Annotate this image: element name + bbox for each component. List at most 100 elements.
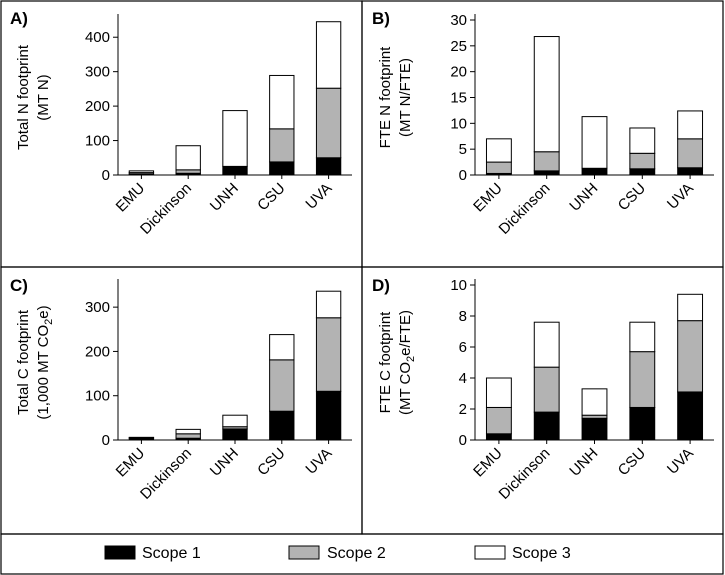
y-tick-label-d-2: 4 <box>459 370 467 387</box>
bar-a-unh-scope1 <box>222 165 248 176</box>
bar-d-uva-scope3 <box>677 293 704 322</box>
bar-d-csu-scope1 <box>629 406 656 441</box>
bar-c-uva-scope3 <box>315 290 342 319</box>
ylabel-line2-pre-d: (MT CO <box>397 362 414 415</box>
legend-label-scope2: Scope 2 <box>327 545 386 562</box>
y-tick-label-c-3: 300 <box>85 299 110 316</box>
bar-c-dickinson-scope2 <box>175 433 201 439</box>
panel-frame-a <box>0 0 363 268</box>
bar-b-csu-scope3 <box>629 127 656 154</box>
bar-d-dickinson-scope1 <box>533 411 560 441</box>
bar-c-unh-scope1 <box>222 428 248 441</box>
bar-d-emu-scope2 <box>485 406 512 435</box>
y-tick-label-b-3: 15 <box>450 90 467 107</box>
category-label-b-emu: EMU <box>470 180 506 216</box>
legend-swatch-scope3 <box>474 545 506 560</box>
y-tick-label-a-2: 200 <box>85 98 110 115</box>
bar-a-emu-scope3 <box>128 170 155 174</box>
category-label-d-dickinson: Dickinson <box>496 445 554 503</box>
y-tick-label-d-3: 6 <box>459 339 467 356</box>
ylabel-line2-a: (MT N) <box>35 74 52 120</box>
ylabel-line2-post-c: e) <box>35 305 52 318</box>
ylabel-line1-c: Total C footprint <box>15 309 32 415</box>
category-label-c-csu: CSU <box>254 445 288 479</box>
category-label-b-dickinson: Dickinson <box>496 180 554 238</box>
ylabel-line1-b: FTE N footprint <box>377 46 394 149</box>
bar-c-uva-scope2 <box>315 317 342 392</box>
bar-b-dickinson-scope1 <box>533 170 560 176</box>
bar-b-csu-scope2 <box>629 152 656 170</box>
category-label-c-emu: EMU <box>113 445 149 481</box>
y-tick-label-a-1: 100 <box>85 133 110 150</box>
bar-d-emu-scope3 <box>485 377 512 408</box>
bar-d-csu-scope3 <box>629 321 656 353</box>
legend-label-scope3: Scope 3 <box>512 545 571 562</box>
y-tick-label-b-6: 30 <box>450 12 467 29</box>
category-label-a-csu: CSU <box>254 180 288 214</box>
bar-a-uva-scope3 <box>315 21 342 89</box>
category-label-c-dickinson: Dickinson <box>137 445 195 503</box>
category-label-d-unh: UNH <box>566 445 601 480</box>
legend: Scope 1 Scope 2 Scope 3 <box>104 545 571 562</box>
bar-a-uva-scope1 <box>315 157 342 176</box>
panel-b: B) FTE N footprint (MT N/FTE) 0 5 10 15 20 25 30 E… <box>372 9 714 238</box>
panel-frame-c <box>0 266 363 535</box>
ylabel-line1-d: FTE C footprint <box>377 311 394 414</box>
panel-letter-b: B) <box>372 9 390 28</box>
bar-a-csu-scope3 <box>269 74 295 130</box>
y-tick-label-d-5: 10 <box>450 277 467 294</box>
bar-a-uva-scope2 <box>315 87 342 159</box>
bar-d-dickinson-scope2 <box>533 366 560 413</box>
bar-c-unh-scope3 <box>222 414 248 428</box>
bar-b-uva-scope3 <box>677 110 704 140</box>
category-label-c-uva: UVA <box>302 445 335 478</box>
bar-a-unh-scope3 <box>222 110 248 167</box>
bar-c-csu-scope2 <box>269 359 295 412</box>
y-tick-label-a-4: 400 <box>85 29 110 46</box>
y-tick-label-c-0: 0 <box>102 432 110 449</box>
category-label-a-emu: EMU <box>113 180 149 216</box>
y-tick-label-d-0: 0 <box>459 432 467 449</box>
bar-b-unh-scope1 <box>581 167 608 176</box>
bar-c-dickinson-scope3 <box>175 428 201 435</box>
ylabel-line2-c: (1,000 MT CO2e) <box>35 305 55 419</box>
ylabel-line2-sub-d: 2 <box>405 356 417 362</box>
y-tick-label-d-1: 2 <box>459 401 467 418</box>
bar-b-emu-scope2 <box>485 161 512 174</box>
category-label-b-unh: UNH <box>566 180 601 215</box>
category-label-d-uva: UVA <box>664 445 697 478</box>
ylabel-line1-a: Total N footprint <box>15 44 32 150</box>
y-tick-label-b-4: 20 <box>450 64 467 81</box>
legend-swatch-scope1 <box>104 545 136 560</box>
ylabel-line2-b: (MT N/FTE) <box>397 58 414 137</box>
panel-d: D)FTE C footprint (MT CO2e/FTE)0246810EMU… <box>372 276 714 503</box>
bar-d-unh-scope1 <box>581 417 608 441</box>
bar-b-unh-scope3 <box>581 116 608 169</box>
bar-d-emu-scope1 <box>485 433 512 441</box>
y-tick-label-c-1: 100 <box>85 388 110 405</box>
panel-letter-d: D) <box>372 276 390 295</box>
panel-letter-a: A) <box>10 9 28 28</box>
bar-c-csu-scope1 <box>269 410 295 441</box>
panel-letter-c: C) <box>10 276 28 295</box>
category-label-b-csu: CSU <box>615 180 649 214</box>
ylabel-line2-pre-c: (1,000 MT CO <box>35 325 52 420</box>
bar-b-dickinson-scope3 <box>533 36 560 153</box>
category-label-a-unh: UNH <box>207 180 242 215</box>
y-tick-label-a-3: 300 <box>85 64 110 81</box>
bar-d-uva-scope1 <box>677 391 704 441</box>
panel-a: A) Total N footprint (MT N) 0 100 200 300 400 EM… <box>10 9 352 238</box>
bar-c-csu-scope3 <box>269 334 295 361</box>
y-tick-label-a-0: 0 <box>102 167 110 184</box>
bar-b-emu-scope3 <box>485 138 512 163</box>
legend-label-scope1: Scope 1 <box>142 545 201 562</box>
y-tick-label-b-1: 5 <box>459 141 467 158</box>
bar-d-csu-scope2 <box>629 351 656 408</box>
y-tick-label-d-4: 8 <box>459 308 467 325</box>
bar-d-uva-scope2 <box>677 320 704 393</box>
bar-a-dickinson-scope3 <box>175 145 201 171</box>
y-tick-label-b-5: 25 <box>450 38 467 55</box>
bar-a-dickinson-scope2 <box>175 169 201 174</box>
ylabel-line2-d: (MT CO2e/FTE) <box>397 310 417 415</box>
